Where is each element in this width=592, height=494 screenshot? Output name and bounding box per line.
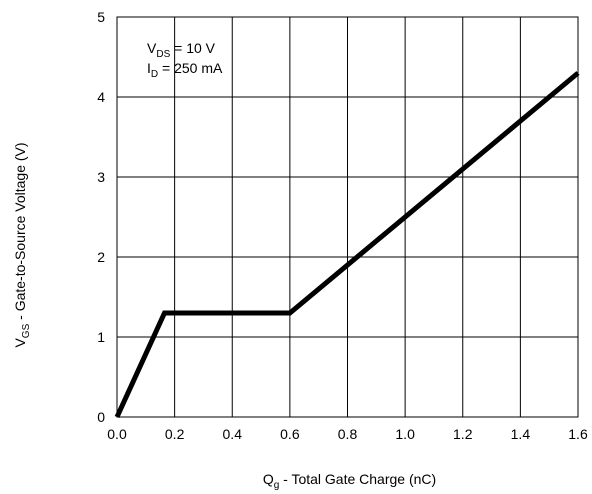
x-tick-label: 0.8 bbox=[338, 426, 358, 442]
series-line bbox=[114, 71, 580, 419]
annotation-id-rest: = 250 mA bbox=[158, 60, 223, 76]
annotation-vds-rest: = 10 V bbox=[170, 40, 215, 56]
y-tick-label: 3 bbox=[97, 169, 105, 185]
y-axis-title-rest: - Gate-to-Source Voltage (V) bbox=[12, 142, 28, 323]
x-axis-title-main: Q bbox=[263, 471, 274, 487]
grid bbox=[116, 16, 579, 418]
y-tick-label: 2 bbox=[97, 249, 105, 265]
x-axis-title-rest: - Total Gate Charge (nC) bbox=[279, 471, 436, 487]
series-layer bbox=[114, 71, 580, 419]
annotation-id-sub: D bbox=[151, 69, 158, 80]
annotation-vds: VDS = 10 V bbox=[147, 40, 216, 60]
x-tick-label: 1.0 bbox=[395, 426, 415, 442]
x-axis-title: Qg - Total Gate Charge (nC) bbox=[263, 471, 436, 491]
plot-frame bbox=[116, 16, 579, 418]
annotation-vds-main: V bbox=[147, 40, 157, 56]
y-axis-title: VGS - Gate-to-Source Voltage (V) bbox=[12, 142, 32, 347]
y-tick-label: 4 bbox=[97, 89, 105, 105]
x-tick-label: 1.6 bbox=[568, 426, 588, 442]
y-tick-label: 0 bbox=[97, 409, 105, 425]
y-tick-label: 5 bbox=[97, 9, 105, 25]
x-tick-label: 0.6 bbox=[280, 426, 300, 442]
annotation-id: ID = 250 mA bbox=[147, 60, 223, 80]
y-axis-title-sub: GS bbox=[21, 323, 32, 338]
annotation-id-main: I bbox=[147, 60, 151, 76]
x-tick-labels: 0.0 0.2 0.4 0.6 0.8 1.0 1.2 1.4 1.6 bbox=[107, 426, 588, 442]
x-tick-label: 1.4 bbox=[511, 426, 531, 442]
y-axis-title-main: V bbox=[12, 338, 28, 348]
annotation-vds-sub: DS bbox=[156, 49, 170, 60]
y-tick-label: 1 bbox=[97, 329, 105, 345]
x-tick-label: 1.2 bbox=[453, 426, 473, 442]
y-tick-labels: 0 1 2 3 4 5 bbox=[97, 9, 105, 425]
x-tick-label: 0.4 bbox=[223, 426, 243, 442]
x-axis-title-sub: g bbox=[274, 480, 280, 491]
x-tick-label: 0.2 bbox=[165, 426, 185, 442]
x-tick-label: 0.0 bbox=[107, 426, 127, 442]
